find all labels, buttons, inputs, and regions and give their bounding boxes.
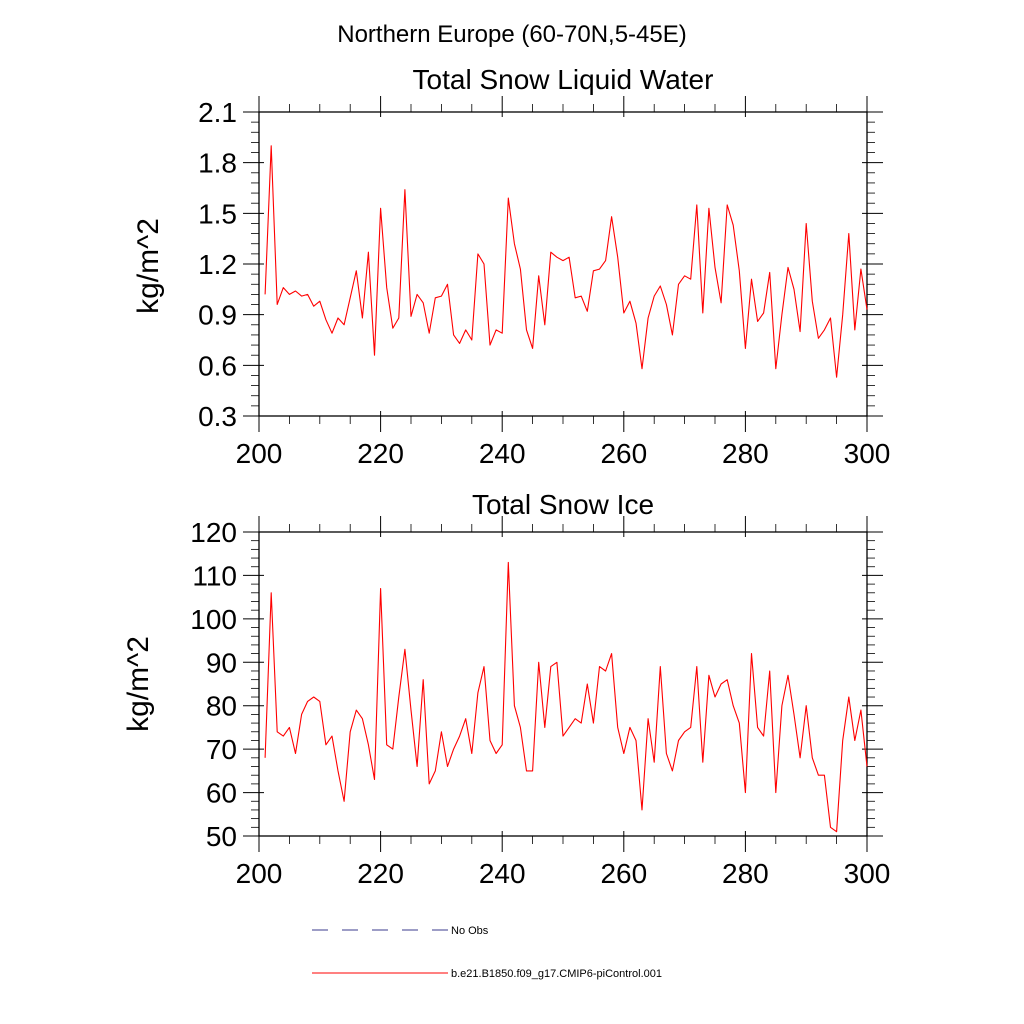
y-tick-label: 120 xyxy=(190,517,237,548)
y-tick-label: 70 xyxy=(206,734,237,765)
plot-frame xyxy=(258,111,868,417)
axis-ticks xyxy=(243,96,883,432)
x-tick-label: 240 xyxy=(479,858,526,889)
y-axis-label: kg/m^2 xyxy=(132,218,165,314)
x-tick-label: 220 xyxy=(357,438,404,469)
y-tick-label: 1.8 xyxy=(198,148,237,179)
x-tick-label: 220 xyxy=(357,858,404,889)
x-tick-label: 280 xyxy=(722,438,769,469)
axis-ticks xyxy=(243,516,883,852)
y-tick-label: 0.3 xyxy=(198,401,237,432)
y-tick-label: 60 xyxy=(206,778,237,809)
x-tick-label: 280 xyxy=(722,858,769,889)
axis-tick-labels: 200 220 240 260 280 300 50 60 70 80 90 100 110 120 xyxy=(190,517,890,889)
x-tick-label: 260 xyxy=(600,438,647,469)
x-tick-label: 200 xyxy=(236,858,283,889)
y-tick-label: 2.1 xyxy=(198,97,237,128)
series-layer xyxy=(264,145,868,378)
y-tick-label: 1.2 xyxy=(198,249,237,280)
y-tick-label: 50 xyxy=(206,821,237,852)
series-line xyxy=(264,145,868,378)
y-tick-label: 0.9 xyxy=(198,300,237,331)
legend-label: b.e21.B1850.f09_g17.CMIP6-piControl.001 xyxy=(451,968,662,980)
x-tick-label: 240 xyxy=(479,438,526,469)
y-tick-label: 90 xyxy=(206,647,237,678)
axis-tick-labels: 200 220 240 260 280 300 0.3 0.6 0.9 1.2 1.5 1.8 2.1 xyxy=(198,97,890,469)
y-tick-label: 1.5 xyxy=(198,198,237,229)
panel-liquid-water: Total Snow Liquid Water kg/m^2 200 220 240… xyxy=(132,64,890,469)
y-tick-label: 110 xyxy=(192,560,237,591)
y-tick-label: 0.6 xyxy=(198,350,237,381)
series-layer xyxy=(264,561,868,833)
series-line xyxy=(264,561,868,833)
x-tick-label: 200 xyxy=(236,438,283,469)
y-tick-label: 100 xyxy=(190,604,237,635)
y-tick-label: 80 xyxy=(206,691,237,722)
chart-title: Total Snow Ice xyxy=(472,489,654,520)
x-tick-label: 300 xyxy=(844,858,891,889)
x-tick-label: 300 xyxy=(844,438,891,469)
panel-snow-ice: Total Snow Ice kg/m^2 200 220 240 260 280 300… xyxy=(122,489,890,889)
legend-entry-no-obs: No Obs xyxy=(312,925,489,937)
legend-label: No Obs xyxy=(451,925,489,937)
legend-entry-model-run: b.e21.B1850.f09_g17.CMIP6-piControl.001 xyxy=(312,968,662,980)
page-title: Northern Europe (60-70N,5-45E) xyxy=(337,21,687,48)
x-tick-label: 260 xyxy=(600,858,647,889)
chart-title: Total Snow Liquid Water xyxy=(413,64,714,95)
legend: No Obs b.e21.B1850.f09_g17.CMIP6-piContr… xyxy=(312,925,662,980)
y-axis-label: kg/m^2 xyxy=(122,636,155,732)
